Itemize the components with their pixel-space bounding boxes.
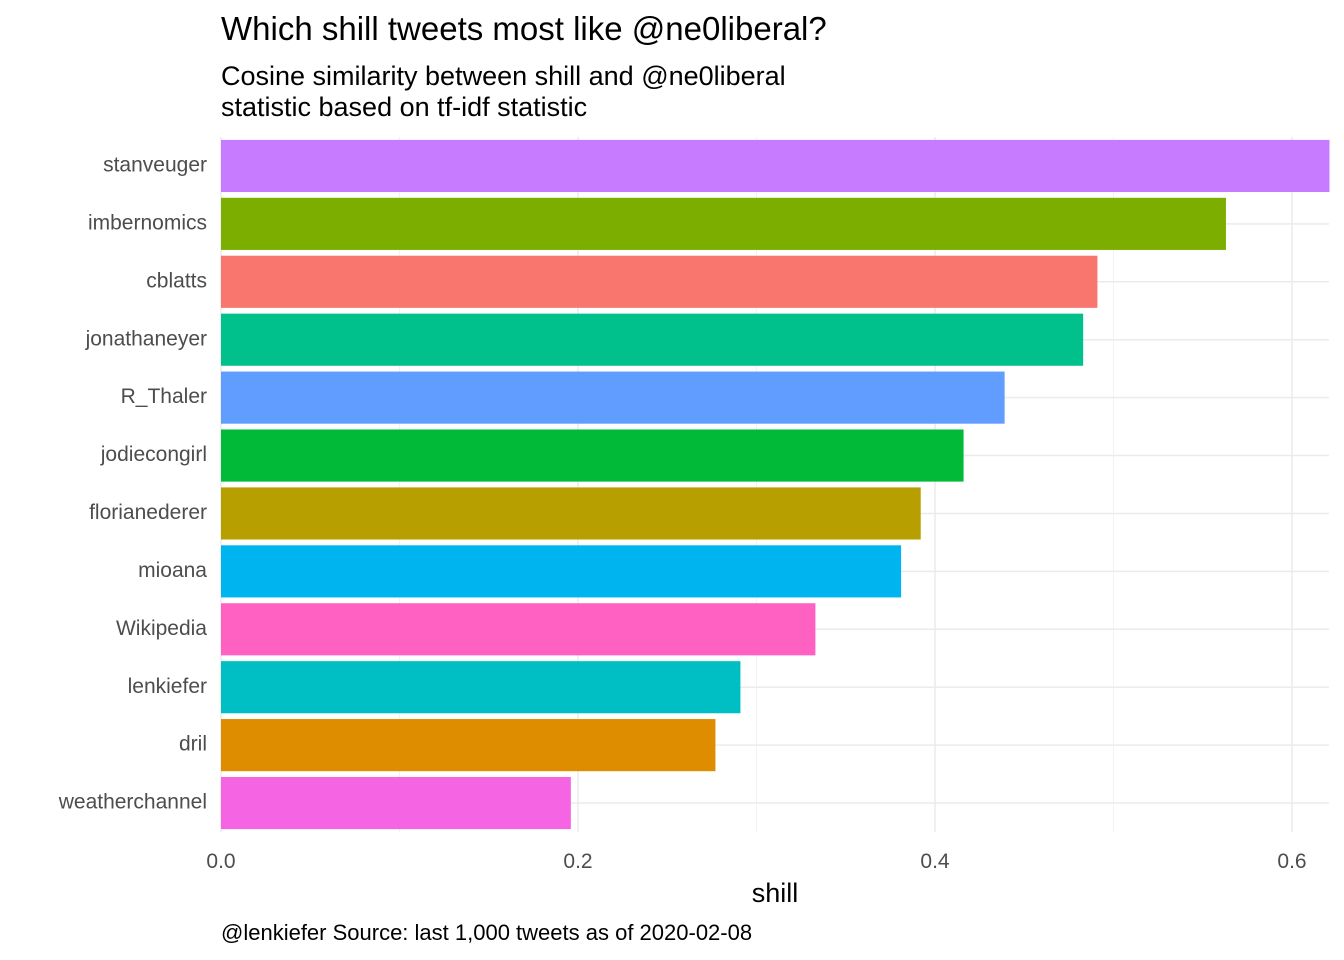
bar-imbernomics — [221, 197, 1226, 250]
bar-R_Thaler — [221, 371, 1005, 424]
y-tick-label: florianederer — [89, 501, 207, 524]
bar-weatherchannel — [221, 776, 571, 830]
chart-subtitle-line-1: Cosine similarity between shill and @ne0… — [221, 61, 786, 91]
y-tick-label: R_Thaler — [121, 385, 207, 408]
chart-subtitle-line-2: statistic based on tf-idf statistic — [221, 92, 588, 122]
bar-mioana — [221, 545, 902, 598]
x-tick-label: 0.2 — [563, 850, 592, 873]
y-tick-label: Wikipedia — [116, 617, 207, 640]
y-tick-label: dril — [179, 733, 207, 756]
bar-jonathaneyer — [221, 313, 1084, 366]
y-axis-labels: stanveuger imbernomics cblatts jonathaneyer… — [58, 154, 208, 814]
x-tick-label: 0.0 — [206, 850, 235, 873]
y-tick-label: cblatts — [146, 269, 207, 292]
y-tick-label: jonathaneyer — [85, 327, 207, 350]
y-tick-label: weatherchannel — [58, 791, 207, 814]
bar-stanveuger — [221, 139, 1330, 193]
bar-florianederer — [221, 487, 921, 540]
y-tick-label: mioana — [138, 559, 207, 582]
chart-subtitle: Cosine similarity between shill and @ne0… — [221, 61, 786, 123]
y-tick-label: lenkiefer — [128, 675, 207, 698]
y-tick-label: jodiecongirl — [100, 443, 207, 466]
x-axis-labels: 0.0 0.2 0.4 0.6 — [206, 850, 1306, 873]
bar-lenkiefer — [221, 661, 741, 714]
y-tick-label: stanveuger — [103, 154, 207, 177]
bar-jodiecongirl — [221, 429, 964, 482]
bar-dril — [221, 719, 716, 772]
x-tick-label: 0.6 — [1277, 850, 1306, 873]
x-axis-title: shill — [752, 878, 799, 908]
chart-title: Which shill tweets most like @ne0liberal… — [221, 10, 827, 47]
bar-cblatts — [221, 255, 1098, 308]
bar-Wikipedia — [221, 603, 816, 656]
x-tick-label: 0.4 — [920, 850, 950, 873]
y-tick-label: imbernomics — [88, 211, 207, 234]
bars — [221, 139, 1330, 830]
chart-caption: @lenkiefer Source: last 1,000 tweets as … — [221, 920, 753, 945]
